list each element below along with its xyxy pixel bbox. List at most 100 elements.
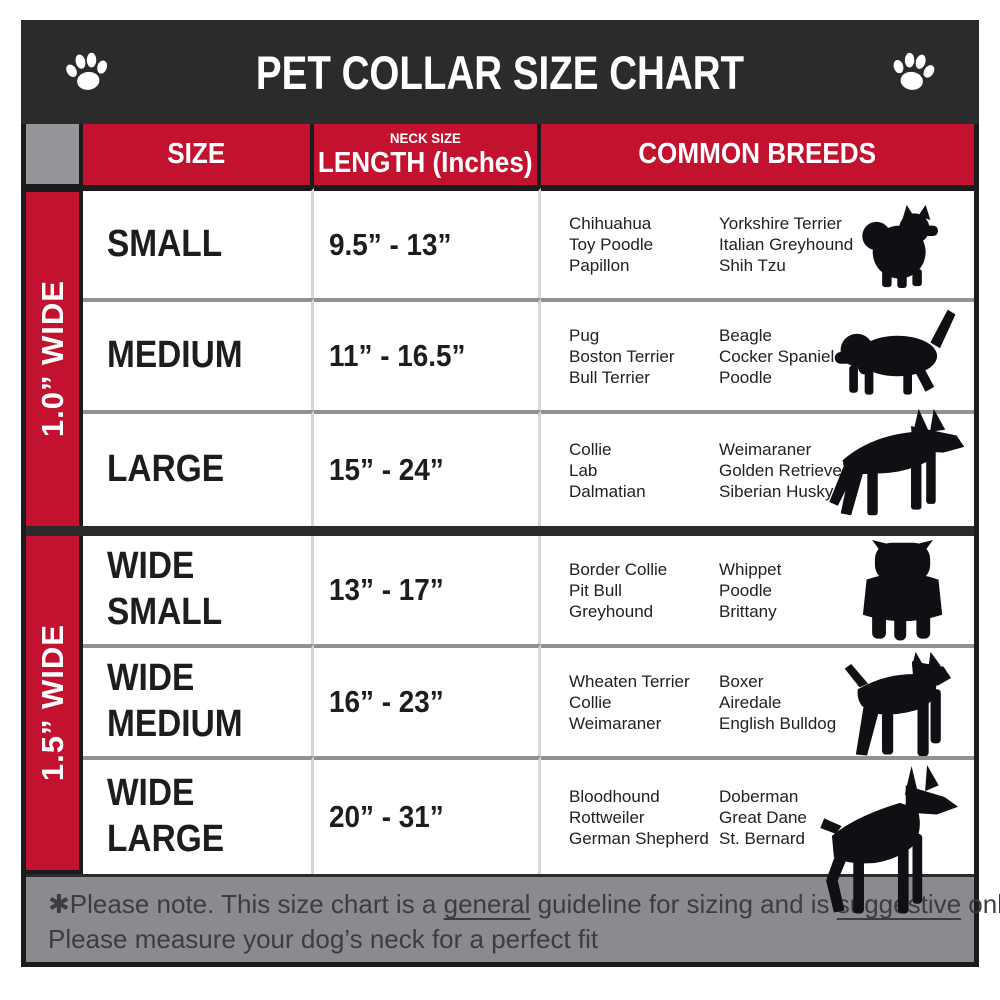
table-row-wide-medium-size-cell: WIDE MEDIUM — [83, 644, 314, 756]
dog-silhouette-beagle-icon — [828, 306, 968, 403]
breed-name: Lab — [569, 460, 598, 480]
breed-list: Boxer Airedale English Bulldog — [719, 671, 869, 734]
chart-title: PET COLLAR SIZE CHART — [255, 45, 745, 99]
column-header-breeds-label: COMMON BREEDS — [638, 138, 877, 170]
table-row-wide-small-breeds-cell: Border Collie Pit Bull Greyhound Whippet… — [541, 536, 974, 644]
table-row-small-size-cell: SMALL — [83, 188, 314, 298]
breed-name: German Shepherd — [569, 828, 709, 848]
breed-list: Bloodhound Rottweiler German Shepherd — [569, 786, 719, 849]
column-header-common-breeds: COMMON BREEDS — [541, 124, 974, 188]
breed-list: Pug Boston Terrier Bull Terrier — [569, 325, 719, 388]
section-label-1-5-wide: 1.5” WIDE — [26, 536, 83, 874]
neck-range: 9.5” - 13” — [329, 226, 452, 262]
note-text: guideline for sizing and is — [530, 889, 837, 919]
breed-name: Boxer — [719, 671, 764, 691]
column-header-neck-size: NECK SIZE LENGTH (Inches) — [314, 124, 541, 188]
breed-name: Whippet — [719, 559, 782, 579]
dog-silhouette-pit-bull-icon — [826, 650, 966, 762]
breed-name: Poodle — [719, 580, 772, 600]
breed-list: Wheaten Terrier Collie Weimaraner — [569, 671, 719, 734]
note-underlined-word: general — [443, 889, 531, 919]
neck-range: 16” - 23” — [329, 684, 444, 719]
breed-name: Papillon — [569, 256, 630, 275]
column-header-neck-main-label: LENGTH (Inches) — [318, 146, 533, 179]
size-label: WIDE MEDIUM — [107, 657, 243, 745]
paw-print-icon — [881, 40, 944, 103]
chart-header: PET COLLAR SIZE CHART — [21, 20, 979, 124]
asterisk-icon: ✱ — [48, 889, 70, 919]
breed-name: Italian Greyhound — [719, 235, 854, 254]
breed-list: Beagle Cocker Spaniel Poodle — [719, 325, 869, 388]
table-row-medium-size-cell: MEDIUM — [83, 298, 314, 410]
breed-name: Doberman — [719, 786, 799, 806]
size-label: LARGE — [107, 448, 225, 491]
breed-name: Boston Terrier — [569, 346, 675, 366]
breed-name: Poodle — [719, 367, 772, 387]
width-label: 1.5” WIDE — [34, 624, 70, 782]
paw-print-icon — [55, 40, 118, 103]
breed-name: Wheaten Terrier — [569, 671, 690, 691]
corner-cell — [26, 124, 83, 188]
breed-name: Weimaraner — [569, 713, 662, 733]
breed-list: Whippet Poodle Brittany — [719, 559, 869, 622]
column-header-size-label: SIZE — [167, 138, 226, 170]
breed-name: Brittany — [719, 601, 777, 621]
breed-list: Collie Lab Dalmatian — [569, 439, 719, 502]
dog-silhouette-german-shepherd-icon — [816, 407, 968, 526]
breed-list: Border Collie Pit Bull Greyhound — [569, 559, 719, 622]
width-label: 1.0” WIDE — [34, 280, 70, 438]
size-table: SIZE NECK SIZE LENGTH (Inches) COMMON BR… — [21, 124, 1000, 967]
breed-name: English Bulldog — [719, 713, 837, 733]
column-header-size: SIZE — [83, 124, 314, 188]
column-header-neck-sub-label: NECK SIZE — [390, 129, 461, 146]
note-line-2: Please measure your dog’s neck for a per… — [48, 924, 599, 954]
breed-list: Weimaraner Golden Retriever Siberian Hus… — [719, 439, 869, 502]
breed-name: Yorkshire Terrier — [719, 214, 842, 233]
size-label: WIDE SMALL — [107, 545, 223, 633]
neck-range: 13” - 17” — [329, 572, 444, 607]
breed-name: Golden Retriever — [719, 460, 848, 480]
breed-name: Pit Bull — [569, 580, 622, 600]
table-row-small-breeds-cell: Chihuahua Toy Poodle Papillon Yorkshire … — [541, 188, 974, 298]
size-label: MEDIUM — [107, 334, 243, 377]
breed-name: Great Dane — [719, 807, 807, 827]
table-row-wide-small-neck-cell: 13” - 17” — [314, 536, 541, 644]
breed-name: Bloodhound — [569, 786, 660, 806]
breed-name: Border Collie — [569, 559, 668, 579]
table-row-large-size-cell: LARGE — [83, 410, 314, 526]
table-row-large-breeds-cell: Collie Lab Dalmatian Weimaraner Golden R… — [541, 407, 974, 526]
table-row-wide-medium-breeds-cell: Wheaten Terrier Collie Weimaraner Boxer … — [541, 644, 974, 757]
table-row-medium-neck-cell: 11” - 16.5” — [314, 298, 541, 410]
section-label-1-0-wide: 1.0” WIDE — [26, 188, 83, 526]
note-text: only. — [968, 889, 1000, 919]
dog-silhouette-pomeranian-icon — [850, 200, 954, 290]
breed-name: Shih Tzu — [719, 256, 786, 275]
table-row-medium-breeds-cell: Pug Boston Terrier Bull Terrier Beagle C… — [541, 298, 974, 410]
table-row-wide-medium-neck-cell: 16” - 23” — [314, 644, 541, 756]
size-label: WIDE LARGE — [107, 772, 225, 860]
breed-name: Cocker Spaniel — [719, 346, 835, 366]
breed-name: Bull Terrier — [569, 367, 650, 387]
breed-list: Yorkshire Terrier Italian Greyhound Shih… — [719, 213, 869, 276]
neck-range: 11” - 16.5” — [329, 338, 466, 373]
size-table-grid: SIZE NECK SIZE LENGTH (Inches) COMMON BR… — [26, 124, 974, 874]
breed-name: Toy Poodle — [569, 235, 654, 254]
dog-silhouette-bulldog-icon — [850, 539, 956, 645]
breed-name: Airedale — [719, 692, 782, 712]
breed-name: Rottweiler — [569, 807, 645, 827]
breed-name: Greyhound — [569, 601, 654, 621]
breed-name: Collie — [569, 692, 612, 712]
table-row-small-neck-cell: 9.5” - 13” — [314, 188, 541, 298]
breed-name: Collie — [569, 439, 612, 459]
footer-note: ✱Please note. This size chart is a gener… — [26, 874, 1000, 962]
section-divider — [26, 526, 974, 536]
pet-collar-size-chart: PET COLLAR SIZE CHART SIZE NECK SIZE LEN… — [21, 20, 1000, 967]
table-row-wide-large-neck-cell: 20” - 31” — [314, 756, 541, 874]
table-row-large-neck-cell: 15” - 24” — [314, 410, 541, 526]
breed-name: Beagle — [719, 325, 772, 345]
breed-name: Chihuahua — [569, 214, 652, 233]
dog-silhouette-doberman-icon — [797, 764, 962, 919]
breed-name: Siberian Husky — [719, 481, 834, 501]
table-row-wide-large-size-cell: WIDE LARGE — [83, 756, 314, 874]
size-label: SMALL — [107, 222, 223, 265]
